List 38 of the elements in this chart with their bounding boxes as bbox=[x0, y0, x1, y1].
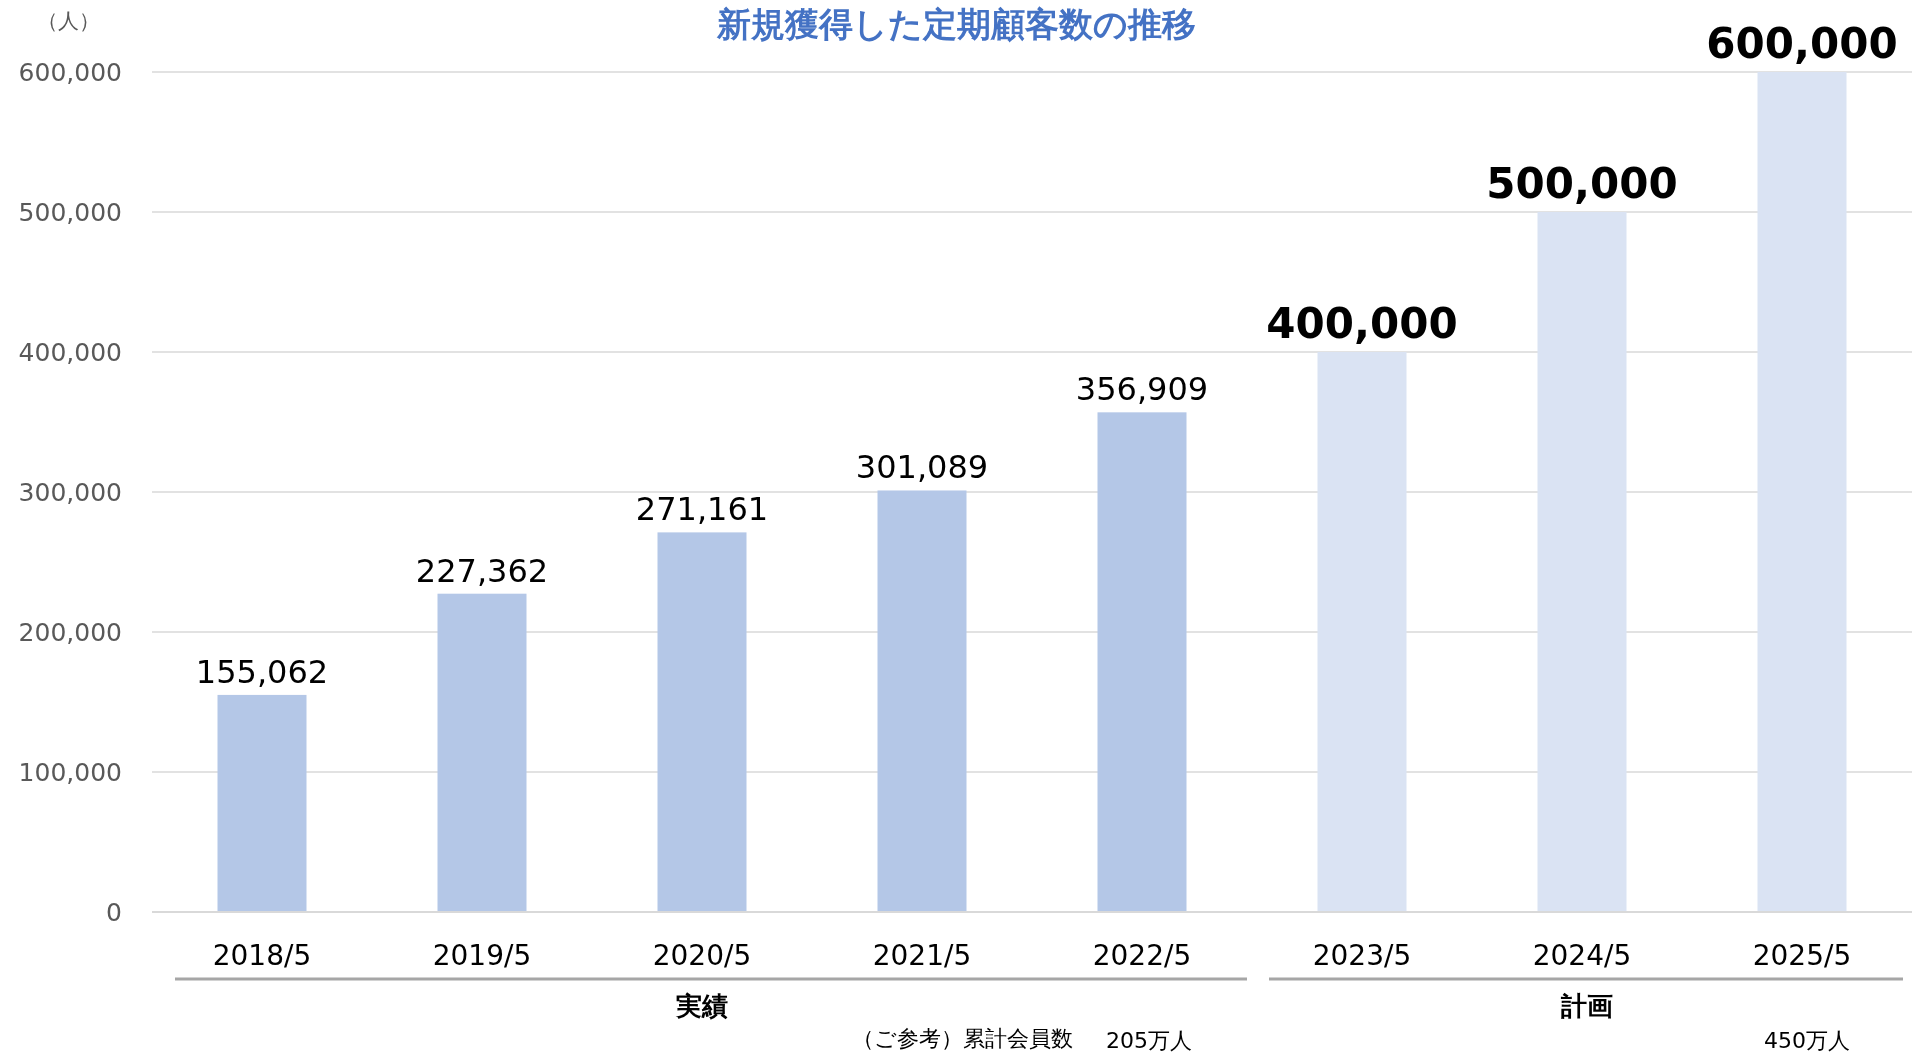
bar bbox=[1757, 72, 1847, 912]
y-axis-title: （人） bbox=[36, 9, 100, 33]
x-tick-label: 2025/5 bbox=[1752, 939, 1852, 972]
bar bbox=[657, 532, 747, 912]
y-tick-label: 500,000 bbox=[18, 198, 122, 227]
y-tick-label: 200,000 bbox=[18, 618, 122, 647]
y-tick-label: 400,000 bbox=[18, 338, 122, 367]
y-tick-label: 0 bbox=[106, 898, 122, 927]
data-label: 356,909 bbox=[1075, 370, 1209, 409]
x-tick-label: 2019/5 bbox=[432, 939, 532, 972]
x-tick-label: 2022/5 bbox=[1092, 939, 1192, 972]
y-tick-label: 300,000 bbox=[18, 478, 122, 507]
text: 実績 bbox=[675, 991, 728, 1021]
x-tick-label: 2023/5 bbox=[1312, 939, 1412, 972]
x-tick-label: 2024/5 bbox=[1532, 939, 1632, 972]
text: 205万人 bbox=[1106, 1028, 1192, 1053]
text: 450万人 bbox=[1764, 1028, 1850, 1053]
data-label: 400,000 bbox=[1266, 299, 1458, 348]
data-label: 600,000 bbox=[1706, 19, 1898, 68]
chart-title: 新規獲得した定期顧客数の推移 bbox=[715, 4, 1196, 44]
x-tick-label: 2020/5 bbox=[652, 939, 752, 972]
text: 計画 bbox=[1560, 991, 1613, 1021]
bar bbox=[437, 593, 527, 912]
data-label: 155,062 bbox=[195, 652, 329, 691]
bar bbox=[1317, 352, 1407, 912]
x-tick-label: 2021/5 bbox=[872, 939, 972, 972]
data-label: 301,089 bbox=[855, 448, 989, 487]
data-label: 271,161 bbox=[635, 490, 769, 529]
data-label: 500,000 bbox=[1486, 159, 1678, 208]
bar bbox=[877, 490, 967, 912]
bar bbox=[1097, 412, 1187, 912]
x-tick-label: 2018/5 bbox=[212, 939, 312, 972]
text: （ご参考）累計会員数 bbox=[852, 1026, 1073, 1051]
y-tick-label: 600,000 bbox=[18, 58, 122, 87]
bar bbox=[217, 694, 307, 912]
bar bbox=[1537, 212, 1627, 912]
y-tick-label: 100,000 bbox=[18, 758, 122, 787]
data-label: 227,362 bbox=[415, 551, 549, 590]
